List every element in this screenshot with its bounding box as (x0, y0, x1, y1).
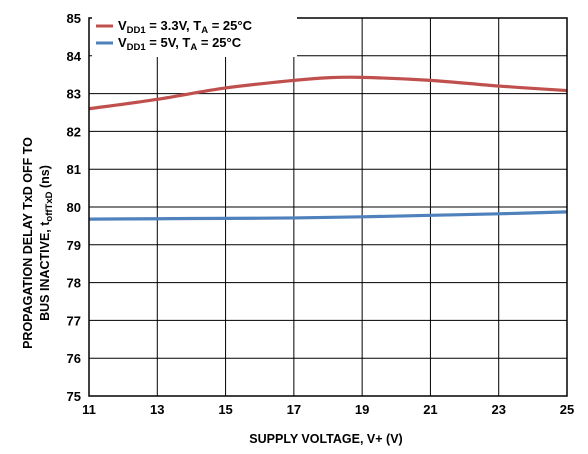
x-tick-labels: 11 13 15 17 19 21 23 25 (82, 402, 574, 417)
plot-frame (88, 17, 568, 397)
y-axis-label-line1: PROPAGATION DELAY TxD OFF TO (21, 137, 35, 349)
legend-label-2: VDD1 = 5V, TA = 25°C (118, 35, 242, 53)
y-tick-label: 78 (67, 276, 81, 291)
legend-box (92, 17, 297, 57)
y-tick-label: 76 (67, 351, 81, 366)
series-line-2 (88, 210, 568, 221)
y-tick-label: 81 (67, 162, 81, 177)
x-axis-label: SUPPLY VOLTAGE, V+ (V) (249, 432, 402, 446)
y-tick-label: 84 (67, 49, 82, 64)
y-tick-label: 79 (67, 238, 81, 253)
y-tick-label: 82 (67, 124, 81, 139)
y-tick-label: 83 (67, 87, 81, 102)
x-tick-label: 19 (355, 402, 369, 417)
y-axis-label: PROPAGATION DELAY TxD OFF TO BUS INACTIV… (21, 137, 55, 349)
y-tick-labels: 75 76 77 78 79 80 81 82 83 84 85 (67, 11, 82, 404)
x-tick-label: 15 (218, 402, 232, 417)
x-tick-label: 21 (423, 402, 437, 417)
x-tick-label: 23 (491, 402, 505, 417)
y-tick-label: 85 (67, 11, 81, 26)
x-tick-label: 11 (82, 402, 96, 417)
y-tick-label: 80 (67, 200, 81, 215)
x-tick-label: 25 (560, 402, 574, 417)
series-lines (88, 75, 568, 221)
series-line-1 (88, 75, 568, 111)
y-tick-label: 77 (67, 313, 81, 328)
x-tick-label: 17 (287, 402, 301, 417)
legend-label-1: VDD1 = 3.3V, TA = 25°C (118, 18, 253, 36)
x-tick-label: 13 (150, 402, 164, 417)
grid (88, 17, 568, 397)
y-axis-label-line2: BUS INACTIVE, toffTxD (ns) (38, 165, 55, 321)
y-tick-label: 75 (67, 389, 81, 404)
